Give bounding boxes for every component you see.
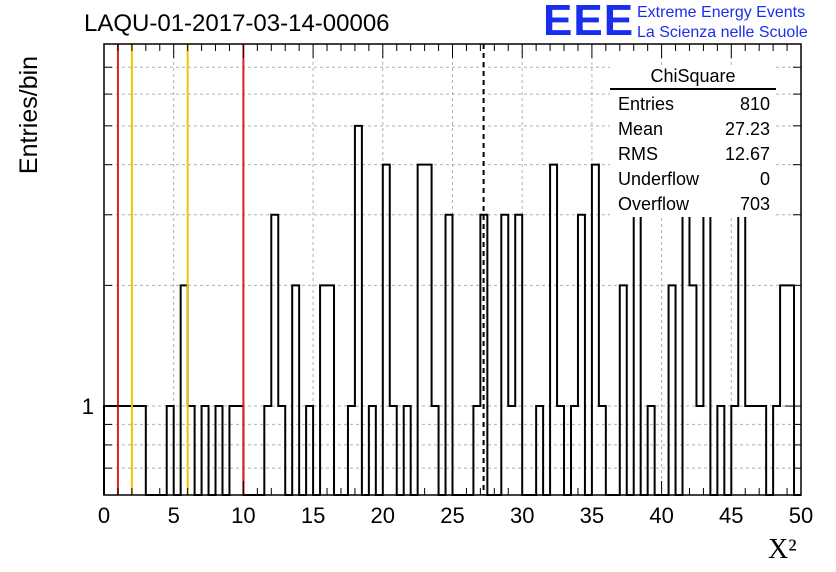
x-tick-label: 10 <box>231 503 255 528</box>
x-tick-label: 15 <box>301 503 325 528</box>
stats-value: 703 <box>739 194 770 214</box>
stats-row-overflow: Overflow 703 <box>610 192 776 217</box>
x-tick-label: 0 <box>98 503 110 528</box>
stats-row-rms: RMS 12.67 <box>610 142 776 167</box>
stats-box: ChiSquare Entries 810 Mean 27.23 RMS 12.67 Und… <box>610 66 776 217</box>
stats-value: 0 <box>759 169 770 189</box>
stats-label: Mean <box>618 119 664 139</box>
y-tick-label: 1 <box>82 394 94 419</box>
x-tick-label: 40 <box>649 503 673 528</box>
stats-label: Entries <box>618 94 675 114</box>
x-tick-label: 45 <box>719 503 743 528</box>
stats-label: RMS <box>618 144 658 164</box>
stats-label: Overflow <box>618 194 690 214</box>
x-tick-label: 35 <box>580 503 604 528</box>
page-title: LAQU-01-2017-03-14-00006 <box>84 10 390 37</box>
stats-value: 27.23 <box>724 119 770 139</box>
x-tick-label: 30 <box>510 503 534 528</box>
stats-value: 12.67 <box>724 144 770 164</box>
x-tick-label: 20 <box>371 503 395 528</box>
stats-value: 810 <box>739 94 770 114</box>
stats-label: Underflow <box>618 169 700 189</box>
x-tick-label: 5 <box>168 503 180 528</box>
stats-rows: Entries 810 Mean 27.23 RMS 12.67 Underflow 0 Ove… <box>610 92 776 217</box>
x-tick-label: 25 <box>440 503 464 528</box>
stats-row-mean: Mean 27.23 <box>610 117 776 142</box>
x-axis-label: X² <box>768 534 797 565</box>
logo-line-1: Extreme Energy Events <box>637 4 806 21</box>
stats-row-underflow: Underflow 0 <box>610 167 776 192</box>
x-tick-label: 50 <box>789 503 813 528</box>
stats-row-entries: Entries 810 <box>610 92 776 117</box>
stats-title: ChiSquare <box>610 66 776 90</box>
logo-mark: EEE <box>543 0 635 45</box>
logo-line-2: La Scienza nelle Scuole <box>637 24 808 41</box>
